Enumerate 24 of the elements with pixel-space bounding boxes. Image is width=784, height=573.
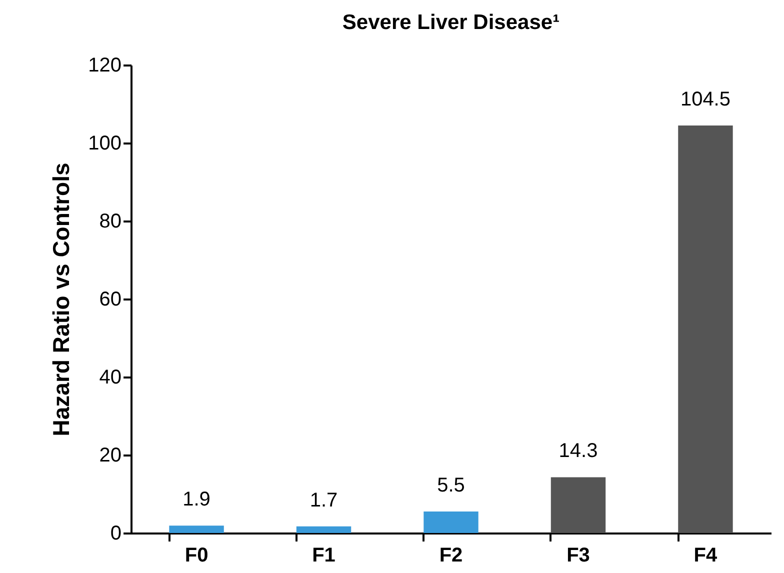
bar	[296, 526, 352, 533]
bar	[550, 477, 606, 533]
y-tick-label: 120	[88, 54, 122, 76]
y-tick-label: 40	[99, 366, 122, 388]
data-label: 1.9	[182, 488, 210, 511]
y-tick-label: 80	[99, 210, 122, 232]
x-tick-label: F2	[439, 544, 463, 566]
bar	[678, 125, 733, 533]
y-tick-label: 0	[110, 522, 122, 544]
data-label: 5.5	[437, 474, 465, 497]
y-tick-label: 60	[99, 288, 122, 310]
chart-title: Severe Liver Disease¹	[342, 11, 560, 34]
x-tick-label: F0	[184, 544, 208, 566]
bar	[424, 512, 478, 533]
x-tick-label: F3	[566, 544, 590, 566]
bar	[169, 526, 224, 533]
data-label: 104.5	[680, 88, 731, 110]
x-tick-label: F4	[694, 544, 718, 566]
data-label: 14.3	[558, 440, 598, 462]
data-label: 1.7	[310, 489, 338, 512]
x-tick-label: F1	[312, 544, 336, 566]
y-axis-title: Hazard Ratio vs Controls	[48, 162, 74, 436]
y-tick-label: 20	[99, 444, 122, 466]
y-tick-label: 100	[88, 132, 122, 154]
